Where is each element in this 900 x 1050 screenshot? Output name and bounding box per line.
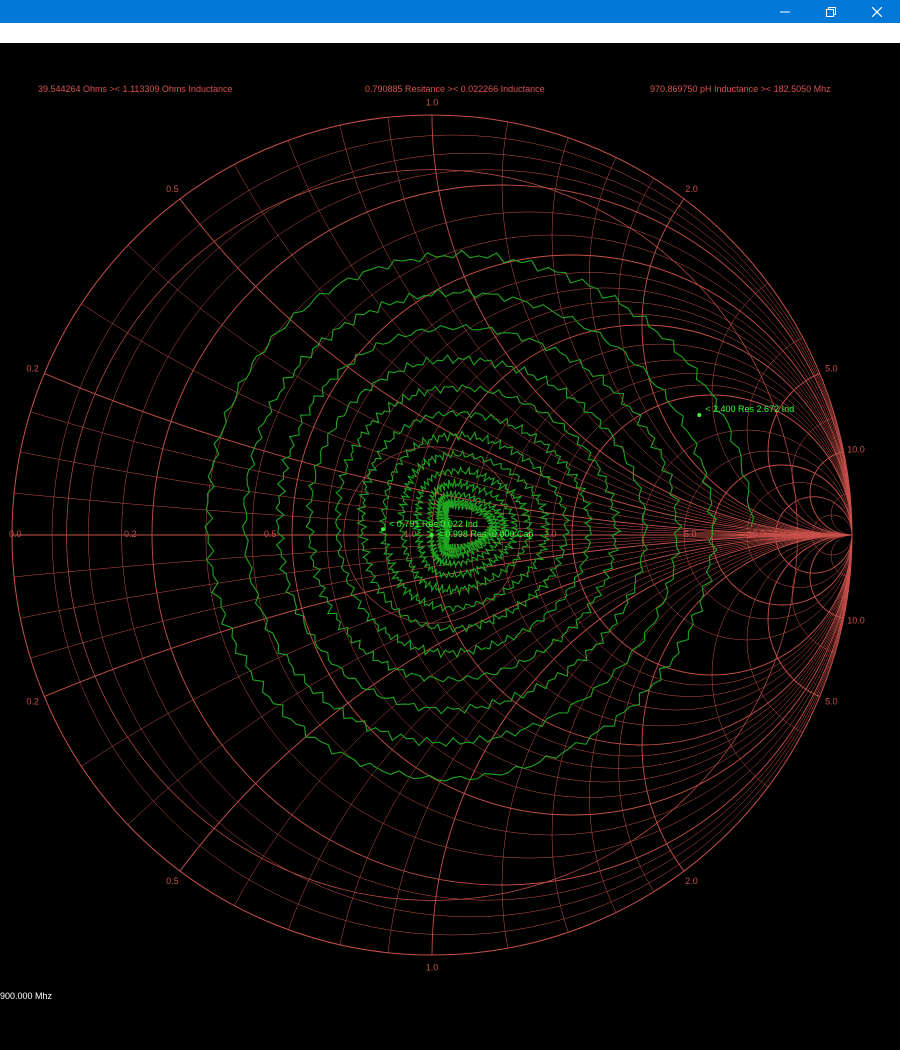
grid-label: 2.0	[685, 184, 698, 194]
marker-1[interactable]: < 2.400 Res 2.672 Ind	[697, 404, 794, 417]
marker-dot	[381, 527, 385, 531]
reactance-arc	[12, 0, 900, 535]
reactance-arc	[152, 535, 900, 1050]
reactance-arc	[0, 535, 900, 1050]
grid-label: 10.0	[847, 616, 865, 626]
reactance-arc	[552, 0, 900, 535]
grid-label: 1.0	[426, 97, 439, 107]
reactance-arc	[0, 535, 900, 1050]
reactance-arc	[432, 0, 900, 535]
component-readout: 970.869750 pH Inductance >< 182.5050 Mhz	[650, 84, 831, 94]
reactance-arc	[619, 68, 900, 535]
frequency-label: 900.000 Mhz	[0, 991, 52, 1001]
grid-label: 0.2	[26, 364, 39, 374]
grid-label: 5.0	[684, 529, 697, 539]
reactance-arc	[0, 535, 900, 1050]
marker-3[interactable]: < 0.998 Res -0.000 Cap	[430, 529, 534, 539]
reactance-arc	[590, 535, 900, 1050]
reactance-arc	[12, 535, 900, 1050]
marker-label: < 2.400 Res 2.672 Ind	[705, 404, 794, 414]
grid-label: 0.5	[166, 184, 179, 194]
normalized-readout: 0.790885 Resitance >< 0.022266 Inductanc…	[365, 84, 545, 94]
marker-dot	[430, 533, 434, 537]
impedance-readout: 39.544264 Ohms >< 1.113309 Ohms Inductan…	[38, 84, 232, 94]
grid-label: 0.0	[9, 529, 22, 539]
grid-label: 5.0	[825, 364, 838, 374]
grid-label: 0.5	[166, 876, 179, 886]
grid-label: 0.2	[26, 696, 39, 706]
reactance-arc	[385, 0, 900, 535]
reactance-arc	[327, 0, 900, 535]
grid-label: 2.0	[685, 876, 698, 886]
reactance-arc	[252, 535, 900, 1050]
reactance-arc	[327, 535, 900, 1050]
grid-label: 1.0	[404, 529, 417, 539]
reactance-arc	[552, 535, 900, 1050]
grid-label: 10.0	[847, 444, 865, 454]
grid-label: 10.0	[748, 529, 766, 539]
reactance-arc	[0, 535, 900, 1050]
reactance-arc	[0, 535, 900, 1050]
marker-dot	[697, 413, 701, 417]
reactance-arc	[252, 0, 900, 535]
grid-label: 1.0	[426, 963, 439, 973]
reactance-arc	[0, 0, 900, 535]
reactance-arc	[712, 535, 900, 815]
reactance-arc	[0, 535, 900, 1050]
grid-label: 0.5	[264, 529, 277, 539]
grid-label: 0.2	[124, 529, 137, 539]
marker-label: < 0.998 Res -0.000 Cap	[438, 529, 534, 539]
marker-label: < 0.791 Res 0.022 Ind	[389, 519, 478, 529]
reactance-arc	[152, 0, 900, 535]
grid-label: 5.0	[825, 696, 838, 706]
reactance-arc	[712, 255, 900, 535]
